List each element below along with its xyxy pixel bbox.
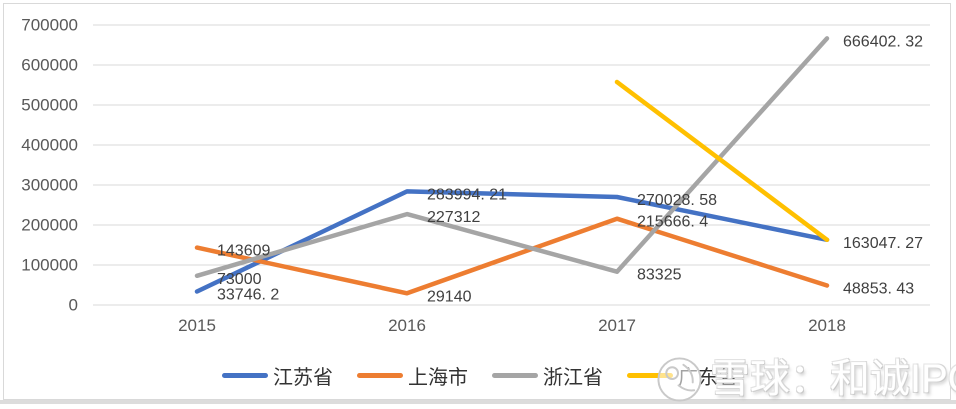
y-axis-tick-label: 200000: [21, 216, 78, 235]
legend-dash-icon: [492, 372, 538, 378]
legend-item-浙江省: 浙江省: [492, 361, 603, 390]
x-axis-tick-label: 2017: [598, 316, 636, 335]
y-axis-tick-label: 700000: [21, 16, 78, 35]
y-axis-tick-label: 600000: [21, 56, 78, 75]
chart-border: [3, 3, 951, 400]
y-axis-tick-label: 300000: [21, 176, 78, 195]
x-axis-tick-label: 2018: [808, 316, 846, 335]
legend-item-上海市: 上海市: [357, 361, 468, 390]
data-label: 270028. 58: [637, 192, 717, 209]
y-axis-tick-label: 0: [69, 296, 78, 315]
watermark: 雪球：和诚IPO: [656, 356, 956, 403]
data-label: 83325: [637, 267, 682, 284]
y-axis-tick-label: 500000: [21, 96, 78, 115]
line-chart-plot: 0 100000 200000 300000 400000 500000 600000 700…: [21, 16, 930, 335]
legend-dash-icon: [357, 372, 403, 378]
x-axis-tick-label: 2016: [388, 316, 426, 335]
series-line-江苏省: [194, 189, 830, 294]
series-line-广东省: [614, 79, 830, 243]
y-axis-tick-label: 400000: [21, 136, 78, 155]
x-axis-tick-label: 2015: [178, 316, 216, 335]
data-label: 29140: [427, 288, 472, 305]
data-label: 283994. 21: [427, 186, 507, 203]
data-label: 227312: [427, 209, 480, 226]
legend-label: 浙江省: [543, 364, 603, 389]
legend-label: 上海市: [408, 364, 468, 389]
data-label: 73000: [217, 271, 262, 288]
data-label: 163047. 27: [843, 235, 923, 252]
data-label: 48853. 43: [843, 280, 914, 297]
data-label: 215666. 4: [637, 214, 708, 231]
data-label: 666402. 32: [843, 33, 923, 50]
data-label: 143609: [217, 243, 270, 260]
series-line-上海市: [194, 216, 830, 296]
legend-label: 江苏省: [273, 364, 333, 389]
legend-item-江苏省: 江苏省: [222, 361, 333, 390]
snowball-icon: [657, 357, 702, 402]
series-line-浙江省: [194, 36, 830, 279]
legend-dash-icon: [222, 372, 268, 378]
bottom-divider: [0, 400, 956, 404]
data-label: 33746. 2: [217, 287, 279, 304]
watermark-text: 雪球：和诚IPO: [710, 357, 956, 401]
y-axis-tick-label: 100000: [21, 256, 78, 275]
legend-dash-icon: [627, 372, 673, 378]
